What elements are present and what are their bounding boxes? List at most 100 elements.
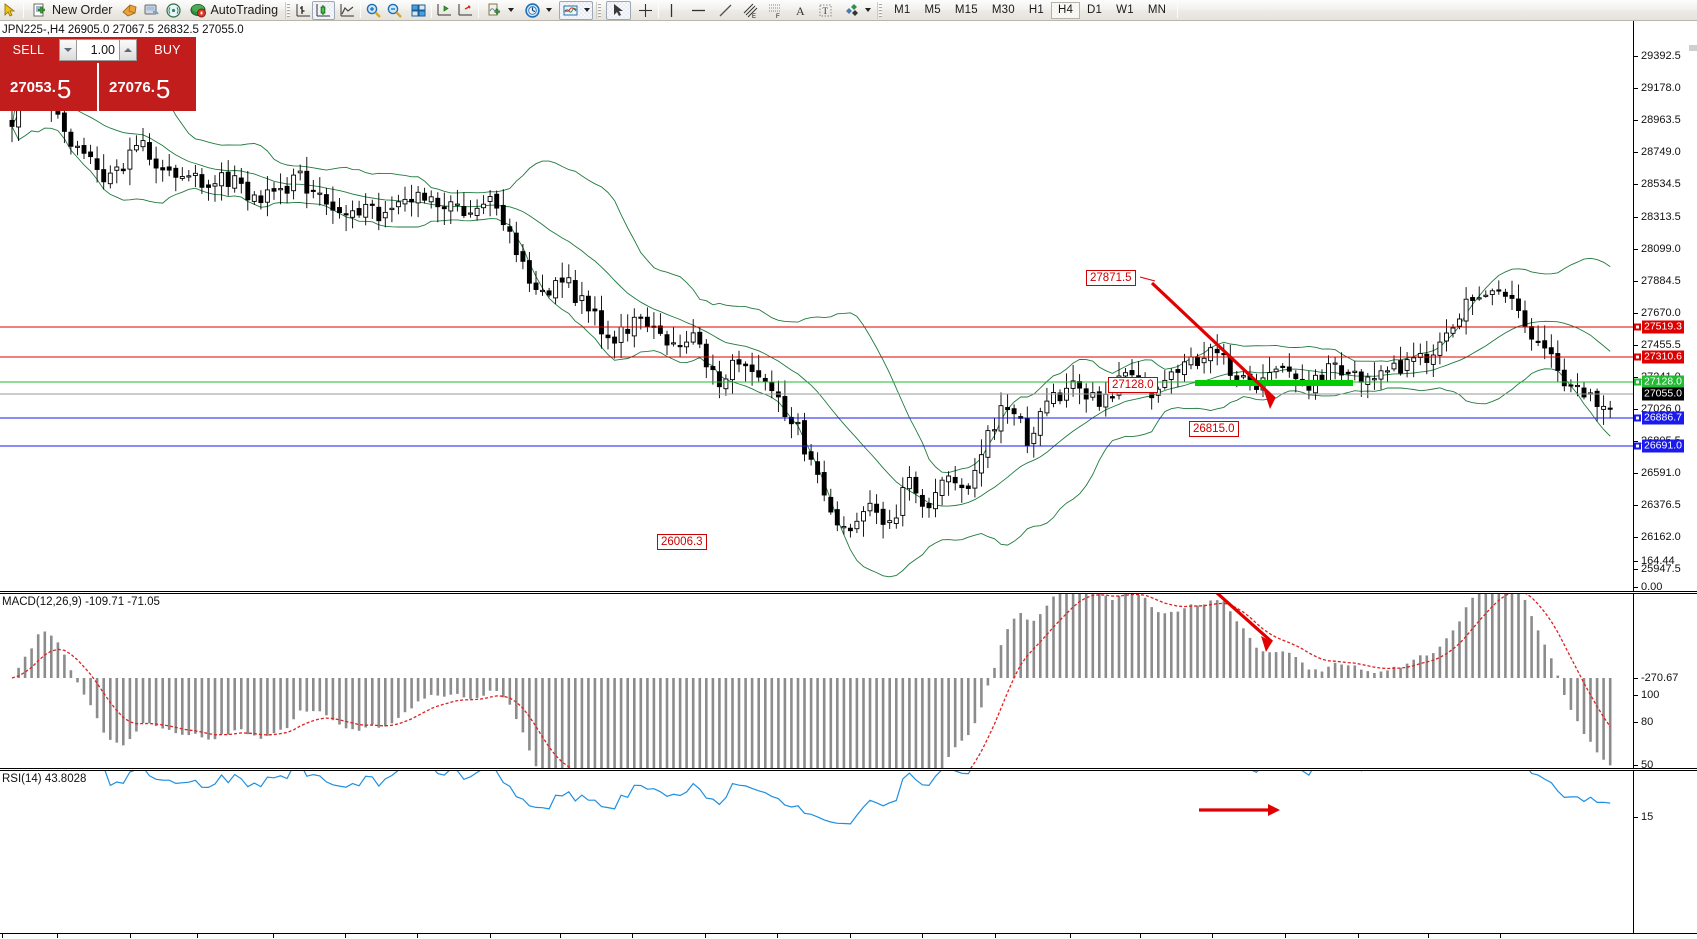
zoom-out-icon[interactable] (386, 2, 403, 19)
macd-pane-canvas[interactable] (0, 594, 1633, 768)
sell-price[interactable]: 27053. 5 (0, 63, 97, 111)
price-level-handle[interactable] (1634, 414, 1641, 422)
annotation-support[interactable]: 27128.0 (1108, 377, 1158, 393)
candle (1509, 280, 1515, 310)
sell-price-dot: . (51, 78, 56, 96)
timeframe-h4[interactable]: H4 (1050, 1, 1081, 19)
candle (323, 187, 329, 215)
candle (179, 167, 185, 181)
timeframe-mn[interactable]: MN (1147, 3, 1167, 16)
toolbar-grip-2[interactable] (596, 1, 604, 19)
price-level-badge[interactable]: 27128.0 (1642, 375, 1684, 389)
price-level-badge[interactable]: 27519.3 (1642, 320, 1684, 334)
buy-price[interactable]: 27076. 5 (99, 63, 196, 111)
new-order-button[interactable]: New Order (28, 1, 116, 20)
price-level-handle[interactable] (1634, 442, 1641, 450)
cursor-button[interactable] (606, 0, 632, 20)
chart-window-tile-icon[interactable] (410, 2, 427, 19)
macd-drawn-arrow[interactable] (1162, 594, 1274, 652)
candle (756, 354, 762, 383)
horizontal-line-icon[interactable] (690, 2, 707, 19)
price-level-handle[interactable] (1634, 323, 1641, 331)
templates-button[interactable] (559, 0, 594, 20)
candle (343, 205, 349, 232)
candle (913, 471, 919, 504)
shapes-button[interactable] (840, 1, 874, 20)
one-click-trading-panel[interactable]: SELL 1.00 BUY 27053. 5 27076. 5 (0, 37, 196, 111)
line-chart-icon[interactable] (339, 2, 356, 19)
price-axis[interactable]: 29392.5 29178.0 28963.5 28749.0 28534.5 28313… (1633, 21, 1697, 591)
sell-price-integer: 27053 (10, 78, 52, 96)
candle (1070, 364, 1076, 397)
timeframe-m5[interactable]: M5 (924, 3, 941, 16)
rsi-drawn-arrow[interactable] (1199, 804, 1280, 816)
periods-button[interactable] (521, 1, 555, 20)
price-level-badge[interactable]: 26886.7 (1642, 411, 1684, 425)
time-axis[interactable]: Jan 20226 Jan 00:007 Jan 10:5510 Jan 18:… (0, 933, 1697, 939)
signals-icon[interactable] (165, 2, 182, 19)
price-axis-tick (1634, 537, 1638, 538)
price-level-badge[interactable]: 26691.0 (1642, 439, 1684, 453)
chevron-down-icon[interactable] (546, 8, 553, 12)
toolbar-grip[interactable] (285, 1, 293, 19)
scrollbar-thumb[interactable] (1689, 45, 1697, 51)
chart-autoscroll-icon[interactable] (457, 2, 474, 19)
svg-text:T: T (823, 6, 829, 16)
toolbar-separator-4 (478, 2, 480, 18)
chart-shift-icon[interactable] (436, 2, 453, 19)
candlestick-chart-button[interactable] (312, 0, 336, 20)
price-pane-canvas[interactable] (0, 21, 1633, 591)
vertical-line-icon[interactable] (663, 2, 680, 19)
price-level-handle[interactable] (1634, 378, 1641, 386)
fibonacci-icon[interactable]: F (767, 2, 784, 19)
text-label-icon[interactable]: T (817, 2, 834, 19)
timeframe-d1[interactable]: D1 (1087, 3, 1103, 16)
candle (572, 270, 578, 306)
trendline-icon[interactable] (717, 2, 734, 19)
arrow-tool-icon[interactable] (2, 2, 19, 19)
sell-button[interactable]: SELL (0, 37, 57, 63)
timeframe-w1[interactable]: W1 (1116, 3, 1134, 16)
candle (978, 439, 984, 487)
volume-input[interactable]: 1.00 (77, 39, 119, 61)
toolbar-grip-3[interactable] (877, 1, 885, 19)
bar-chart-icon[interactable] (295, 2, 312, 19)
chevron-down-icon[interactable] (508, 8, 515, 12)
drawn-downtrend-arrow[interactable] (1150, 281, 1277, 409)
price-level-badge[interactable]: 27310.6 (1642, 350, 1684, 364)
chart-area[interactable]: JPN225-,H4 26905.0 27067.5 26832.5 27055… (0, 21, 1697, 939)
candle (1201, 341, 1207, 374)
strategy-tester-icon[interactable] (143, 2, 160, 19)
candle (474, 199, 480, 221)
timeframe-m30[interactable]: M30 (991, 3, 1015, 16)
rsi-pane-canvas[interactable] (0, 771, 1633, 931)
time-axis-tick (57, 934, 58, 938)
candle (919, 489, 925, 518)
equidistant-channel-icon[interactable]: E (742, 2, 759, 19)
volume-increase-button[interactable] (119, 39, 137, 61)
timeframe-m1[interactable]: M1 (894, 3, 911, 16)
candle (395, 194, 401, 215)
price-level-handle[interactable] (1634, 353, 1641, 361)
zoom-in-icon[interactable] (365, 2, 382, 19)
candle (1535, 325, 1541, 347)
indicators-button[interactable] (483, 1, 517, 20)
crosshair-icon[interactable] (637, 2, 654, 19)
annotation-target[interactable]: 26815.0 (1189, 421, 1239, 437)
timeframe-m15[interactable]: M15 (954, 3, 978, 16)
text-icon[interactable]: A (792, 2, 809, 19)
chevron-down-icon[interactable] (584, 8, 591, 12)
expert-advisors-icon[interactable] (121, 2, 138, 19)
volume-decrease-button[interactable] (59, 39, 77, 61)
price-axis-tick (1634, 120, 1638, 121)
candle (723, 374, 729, 396)
annotation-low[interactable]: 26006.3 (657, 534, 707, 550)
autotrading-button[interactable]: AutoTrading (186, 1, 282, 20)
annotation-high[interactable]: 27871.5 (1086, 270, 1136, 286)
chevron-down-icon[interactable] (865, 8, 872, 12)
candle (939, 476, 945, 506)
price-level-badge[interactable]: 27055.0 (1642, 387, 1684, 401)
volume-stepper[interactable]: 1.00 (57, 37, 139, 63)
timeframe-h1[interactable]: H1 (1028, 3, 1044, 16)
buy-button[interactable]: BUY (139, 37, 196, 63)
